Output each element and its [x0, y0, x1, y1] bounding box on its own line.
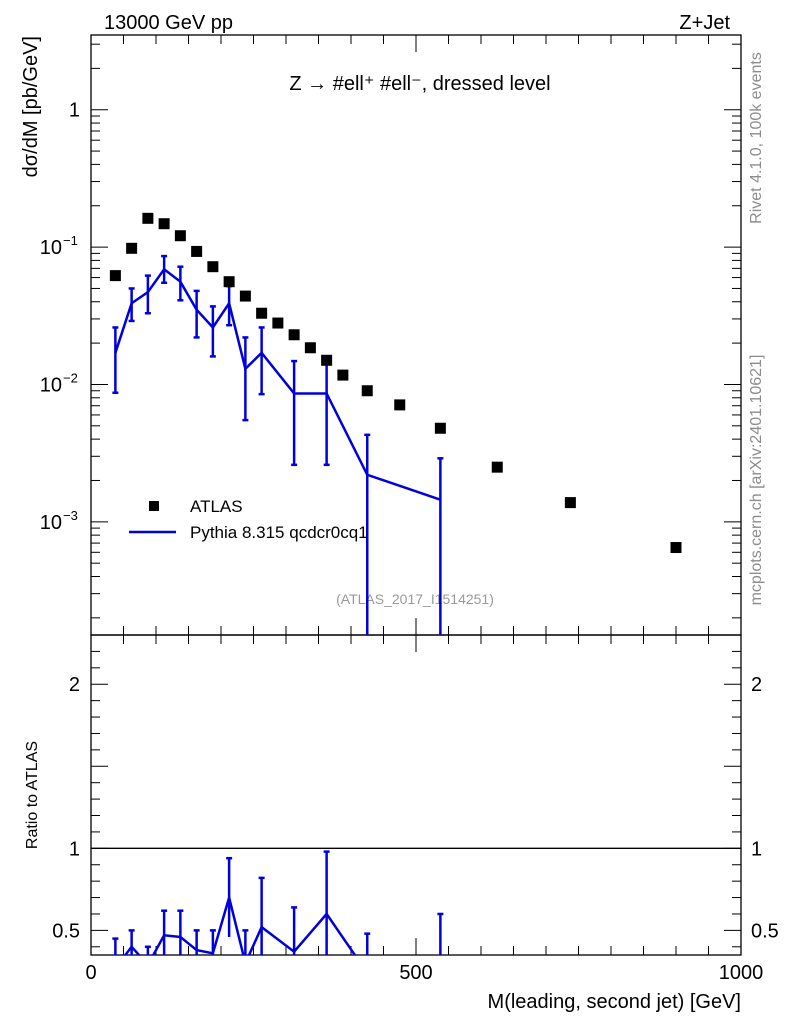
x-tick-label: 0	[85, 962, 96, 984]
header-energy-label: 13000 GeV pp	[104, 12, 233, 34]
atlas-data-point	[223, 276, 235, 288]
atlas-data-point	[564, 497, 576, 509]
atlas-data-point	[288, 329, 300, 341]
ratio-tick-label-right: 2	[751, 674, 762, 696]
ratio-y-axis-label: Ratio to ATLAS	[24, 741, 41, 849]
atlas-data-point	[304, 342, 316, 354]
ratio-plot-frame	[90, 634, 742, 956]
y-tick-label-exponent: −3	[63, 508, 78, 523]
main-plot-frame	[90, 34, 742, 636]
atlas-data-point	[321, 354, 333, 366]
x-axis-label: M(leading, second jet) [GeV]	[488, 991, 741, 1013]
ratio-axis-ticks: 0.5 0.5 1 1 2 2	[52, 634, 779, 948]
atlas-data-point	[109, 270, 121, 282]
x-tick-label: 500	[399, 962, 432, 984]
atlas-data-point	[239, 290, 251, 302]
mcplots-label: mcplots.cern.ch [arXiv:2401.10621]	[748, 355, 765, 606]
atlas-data-point	[174, 230, 186, 242]
legend: ATLAS Pythia 8.315 qcdcr0cq1	[129, 497, 368, 542]
atlas-data-point	[207, 261, 219, 273]
header-process-label: Z+Jet	[679, 12, 730, 34]
pythia-line	[114, 267, 441, 501]
pythia-ratio-series	[112, 850, 444, 955]
atlas-data-point	[256, 307, 268, 319]
atlas-data-point	[191, 245, 203, 257]
watermark: (ATLAS_2017_I1514251)	[336, 591, 494, 607]
atlas-data-point	[126, 242, 138, 254]
ratio-tick-label-left: 2	[69, 674, 80, 696]
atlas-data-point	[491, 461, 503, 473]
pythia-series	[112, 254, 444, 635]
x-axis-ticks: 0 500 1000	[85, 35, 763, 984]
atlas-data-point	[337, 369, 349, 381]
plot-title: Z → #ell⁺ #ell⁻, dressed level	[289, 73, 550, 95]
atlas-data-point	[142, 212, 154, 224]
atlas-data-point	[670, 542, 682, 554]
y-tick-label: 10	[40, 512, 62, 534]
atlas-series	[109, 212, 682, 554]
atlas-data-point	[158, 218, 170, 230]
y-tick-label-exponent: −1	[63, 233, 78, 248]
pythia-ratio-line	[123, 892, 357, 955]
y-tick-label-exponent: −2	[63, 370, 78, 385]
legend-label-pythia: Pythia 8.315 qcdcr0cq1	[190, 523, 368, 542]
ratio-tick-label-left: 0.5	[52, 920, 80, 942]
rivet-label: Rivet 4.1.0, 100k events	[748, 52, 765, 224]
y-tick-label: 1	[69, 100, 80, 122]
main-axis-ticks: 110−110−210−3	[40, 43, 741, 619]
legend-label-atlas: ATLAS	[190, 497, 243, 516]
x-tick-label: 1000	[719, 962, 764, 984]
y-tick-label: 10	[40, 374, 62, 396]
ratio-tick-label-right: 0.5	[751, 920, 779, 942]
atlas-data-point	[361, 385, 373, 397]
legend-marker-atlas	[149, 501, 159, 511]
atlas-data-point	[394, 399, 406, 411]
atlas-data-point	[272, 317, 284, 329]
y-tick-label: 10	[40, 237, 62, 259]
ratio-tick-label-left: 1	[69, 838, 80, 860]
ratio-tick-label-right: 1	[751, 838, 762, 860]
atlas-data-point	[434, 422, 446, 434]
y-axis-label: dσ/dM [pb/GeV]	[20, 36, 42, 177]
